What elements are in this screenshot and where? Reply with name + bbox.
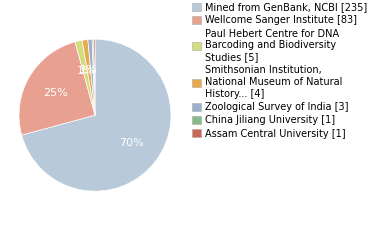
Wedge shape bbox=[82, 40, 95, 115]
Text: 70%: 70% bbox=[119, 138, 144, 148]
Wedge shape bbox=[92, 39, 95, 115]
Wedge shape bbox=[93, 39, 95, 115]
Wedge shape bbox=[19, 42, 95, 135]
Text: 25%: 25% bbox=[43, 88, 68, 97]
Legend: Mined from GenBank, NCBI [235], Wellcome Sanger Institute [83], Paul Hebert Cent: Mined from GenBank, NCBI [235], Wellcome… bbox=[190, 0, 369, 141]
Wedge shape bbox=[88, 39, 95, 115]
Wedge shape bbox=[75, 40, 95, 115]
Text: 1%: 1% bbox=[80, 65, 98, 75]
Wedge shape bbox=[22, 39, 171, 191]
Text: 1%: 1% bbox=[76, 66, 94, 76]
